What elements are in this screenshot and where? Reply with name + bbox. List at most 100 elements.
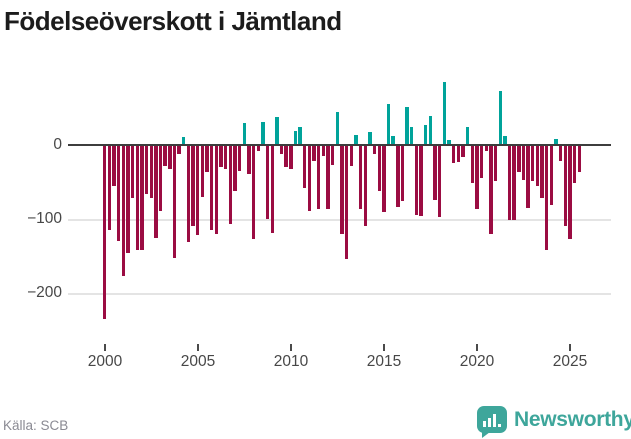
bar (112, 146, 116, 186)
bar (414, 146, 419, 215)
x-axis-label-2025: 2025 (552, 353, 588, 370)
bar (577, 146, 581, 172)
bar (568, 146, 572, 240)
bar (512, 146, 516, 220)
chart-area: 0 −100 −200 2000 2005 2010 2015 2020 202… (27, 75, 615, 370)
brand-logo[interactable]: Newsworthy (477, 401, 631, 438)
bar (484, 146, 488, 152)
bar (558, 146, 563, 162)
bar (545, 146, 549, 251)
bar (270, 146, 274, 234)
bar (107, 146, 112, 231)
bar (377, 146, 381, 191)
bar (535, 146, 540, 187)
bar (130, 146, 135, 198)
bar (428, 116, 433, 144)
x-axis-label-2005: 2005 (180, 353, 216, 370)
bar (289, 146, 293, 170)
bar (517, 146, 521, 172)
bar (326, 146, 330, 210)
bar (116, 146, 121, 242)
bar (196, 146, 200, 236)
bar (242, 123, 246, 144)
zero-axis-line (68, 143, 611, 147)
bar (410, 127, 414, 144)
bar (391, 136, 395, 144)
bar (368, 131, 372, 144)
bar (503, 135, 507, 144)
bar (331, 146, 335, 165)
bar (307, 146, 312, 211)
bar (219, 146, 223, 168)
bar (554, 139, 558, 144)
bar (465, 127, 470, 144)
bar (456, 146, 461, 162)
x-tick-2015 (383, 344, 385, 351)
bar (144, 146, 149, 194)
bar (200, 146, 205, 197)
bar (312, 146, 316, 162)
bar (279, 146, 284, 154)
source-text: Källa: SCB (3, 418, 69, 433)
bar (447, 140, 451, 144)
bar (321, 146, 326, 156)
bar (354, 134, 358, 144)
bar (103, 146, 107, 320)
bar (251, 146, 256, 240)
bar (531, 146, 535, 182)
x-tick-2025 (569, 344, 571, 351)
bar (126, 146, 130, 253)
bar (498, 91, 502, 144)
bar (247, 146, 251, 174)
bar (186, 146, 191, 243)
bar (340, 146, 344, 234)
x-tick-2005 (197, 344, 199, 351)
bar (549, 146, 554, 205)
bar (298, 127, 302, 144)
bar (521, 146, 526, 180)
bar (154, 146, 158, 238)
gridline-minus100 (68, 218, 611, 221)
bar (191, 146, 195, 226)
y-axis-label-minus100: −100 (27, 210, 62, 227)
bar (237, 146, 242, 171)
bar (433, 146, 437, 200)
bar (572, 146, 577, 183)
bar-chart-bubble-icon (477, 405, 507, 438)
bar (400, 146, 405, 201)
bar (372, 146, 377, 155)
bar (493, 146, 498, 182)
bar (228, 146, 233, 225)
x-axis-label-2000: 2000 (87, 353, 123, 370)
x-axis-label-2015: 2015 (366, 353, 402, 370)
bar (275, 117, 279, 144)
bar (363, 146, 367, 226)
bar (265, 146, 270, 220)
bar (382, 146, 386, 213)
bar (163, 146, 167, 166)
bar (233, 146, 237, 191)
x-axis-label-2010: 2010 (273, 353, 309, 370)
bar (479, 146, 484, 179)
x-tick-2020 (476, 344, 478, 351)
x-tick-2010 (290, 344, 292, 351)
bar (405, 107, 409, 144)
bar (182, 137, 186, 144)
bar (149, 146, 153, 198)
bar (140, 146, 144, 250)
bar (172, 146, 177, 258)
bar (256, 146, 260, 151)
y-axis-label-minus200: −200 (27, 284, 62, 301)
y-axis-label-0: 0 (53, 136, 62, 153)
bar (419, 146, 423, 217)
brand-name: Newsworthy (514, 407, 631, 431)
bar (344, 146, 349, 260)
bar (261, 121, 265, 144)
bar (121, 146, 125, 277)
bar (475, 146, 479, 210)
bar (358, 146, 363, 210)
bar (386, 104, 391, 144)
bar-series (103, 75, 615, 330)
bar (526, 146, 530, 208)
bar (461, 146, 465, 158)
